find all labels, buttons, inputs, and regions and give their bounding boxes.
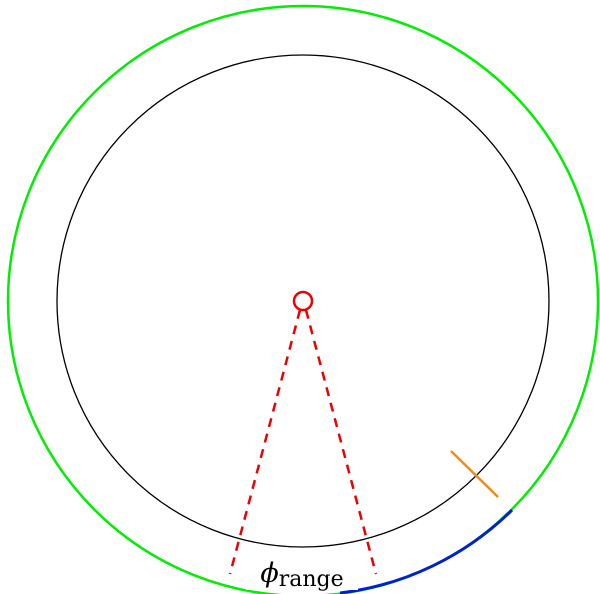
range-label: ϕrange: [260, 558, 343, 592]
inner-circle: [56, 54, 550, 548]
tick-mark: [450, 450, 499, 498]
label-subscript: range: [279, 567, 344, 592]
center-marker: [292, 290, 314, 312]
range-line-left: [228, 309, 302, 575]
outer-circle: [6, 4, 600, 594]
blue-arc: [339, 508, 514, 594]
label-background: [246, 554, 358, 590]
label-symbol: ϕ: [260, 558, 278, 589]
range-line-right: [304, 309, 378, 575]
